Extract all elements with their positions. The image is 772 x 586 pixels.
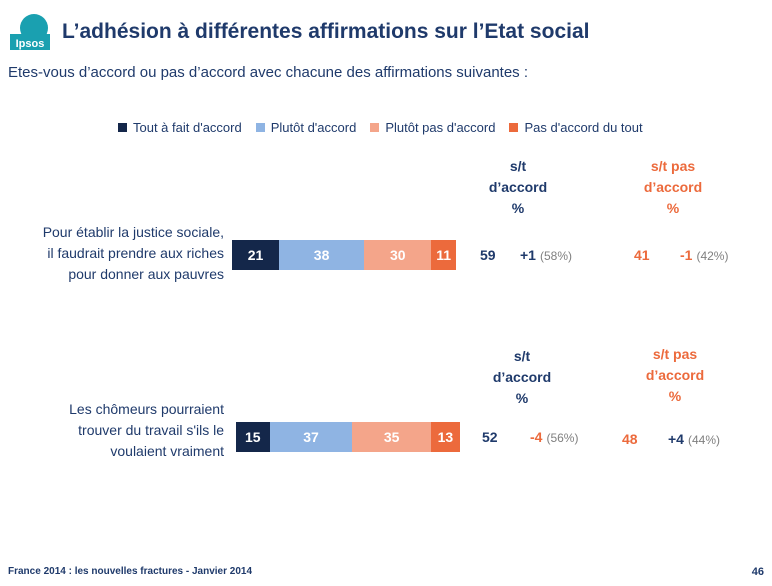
bar-segment-tout-a-fait-2: 15 — [236, 422, 270, 452]
agree-total-2: 52 — [482, 429, 498, 445]
disagree-delta-2: +4 (44%) — [668, 431, 720, 447]
agree-delta-value-1: +1 — [520, 247, 536, 263]
agree-column-header-2: s/t d’accord% — [492, 348, 552, 406]
disagree-prev-1: (42%) — [696, 249, 729, 263]
legend-label-plutot-pas: Plutôt pas d'accord — [385, 120, 496, 135]
agree-total-1: 59 — [480, 247, 496, 263]
stacked-bar-2: 15 37 35 13 — [236, 422, 460, 452]
bar-segment-plutot-pas-2: 35 — [352, 422, 431, 452]
bar-value-label: 35 — [383, 429, 400, 445]
footer-source: France 2014 : les nouvelles fractures - … — [8, 566, 253, 577]
page-number: 46 — [751, 566, 764, 578]
disagree-delta-value-1: -1 — [680, 247, 693, 263]
bar-value-label: 11 — [436, 247, 452, 263]
agree-delta-value-2: -4 — [530, 429, 543, 445]
legend-label-pas-du-tout: Pas d'accord du tout — [524, 120, 643, 135]
disagree-column-header-1: s/t pas d’accord% — [643, 158, 703, 216]
bar-segment-plutot-2: 37 — [269, 422, 353, 452]
agree-prev-1: (58%) — [539, 249, 572, 263]
row-label-2: Les chômeurs pourraient trouver du trava… — [69, 401, 224, 459]
disagree-total-1: 41 — [634, 247, 650, 263]
bar-segment-pas-du-tout-1: 11 — [431, 240, 456, 270]
chart-legend: Tout à fait d'accord Plutôt d'accord Plu… — [118, 120, 657, 135]
page-subtitle: Etes-vous d’accord ou pas d’accord avec … — [8, 64, 529, 81]
ipsos-logo: Ipsos — [8, 12, 54, 52]
legend-swatch-tout-a-fait — [118, 123, 127, 132]
legend-swatch-plutot-pas — [370, 123, 380, 132]
disagree-total-2: 48 — [622, 431, 638, 447]
bar-value-label: 37 — [303, 429, 319, 445]
bar-segment-plutot-1: 38 — [279, 240, 365, 270]
disagree-column-header-2: s/t pas d’accord% — [645, 346, 705, 404]
legend-swatch-pas-du-tout — [509, 123, 519, 132]
disagree-delta-value-2: +4 — [668, 431, 684, 447]
page-title: L’adhésion à différentes affirmations su… — [62, 20, 590, 43]
bar-segment-tout-a-fait-1: 21 — [232, 240, 280, 270]
bar-value-label: 21 — [247, 247, 264, 263]
bar-segment-plutot-pas-1: 30 — [364, 240, 432, 270]
legend-label-tout-a-fait: Tout à fait d'accord — [133, 120, 242, 135]
agree-delta-2: -4 (56%) — [530, 429, 578, 445]
agree-prev-2: (56%) — [546, 431, 579, 445]
bar-value-label: 15 — [245, 429, 261, 445]
bar-value-label: 13 — [437, 429, 454, 445]
logo-text: Ipsos — [16, 38, 45, 50]
agree-column-header-1: s/t d’accord% — [488, 158, 548, 216]
stacked-bar-1: 21 38 30 11 — [232, 240, 456, 270]
row-label-1: Pour établir la justice sociale, il faud… — [42, 224, 224, 282]
legend-label-plutot: Plutôt d'accord — [270, 120, 357, 135]
bar-segment-pas-du-tout-2: 13 — [430, 422, 460, 452]
disagree-delta-1: -1 (42%) — [680, 247, 728, 263]
legend-swatch-plutot — [255, 123, 265, 132]
agree-delta-1: +1 (58%) — [520, 247, 572, 263]
disagree-prev-2: (44%) — [687, 433, 720, 447]
bar-value-label: 38 — [313, 247, 330, 263]
bar-value-label: 30 — [389, 247, 406, 263]
